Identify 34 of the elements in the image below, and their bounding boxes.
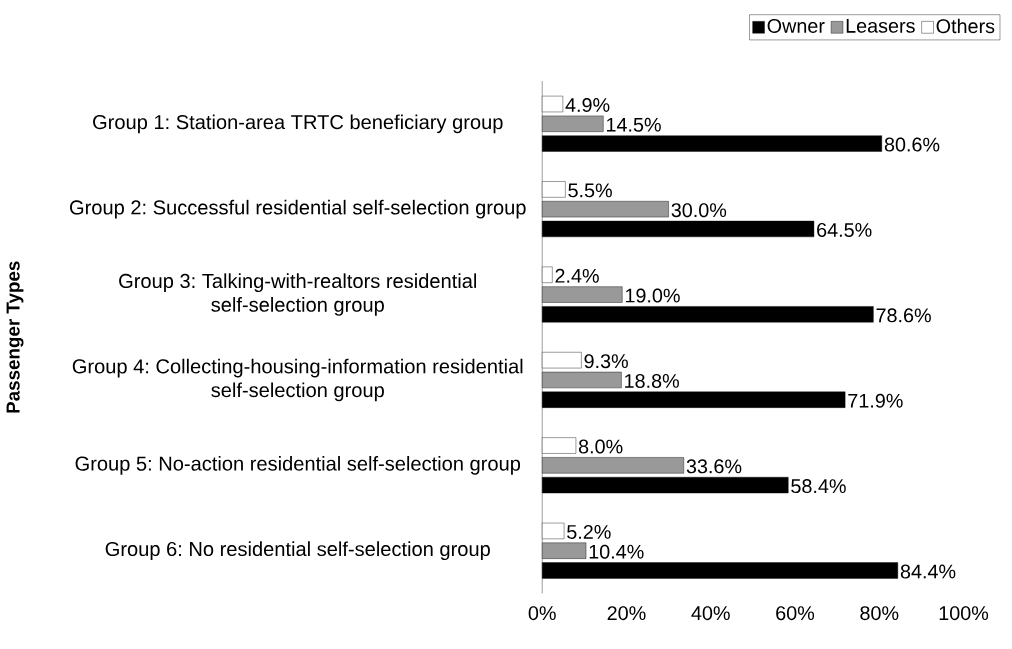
data-label: 14.5% [606,117,661,132]
data-label: 71.9% [848,393,903,408]
data-label: 58.4% [791,479,846,494]
y-axis-title: Passenger Types [6,261,24,413]
data-label: 2.4% [555,268,599,283]
data-label: 10.4% [589,544,644,559]
data-label: 18.8% [625,374,679,389]
x-tick-label: 40% [691,606,730,621]
data-label: 33.6% [686,459,742,474]
y-tick-label: Group 5: No-action residential self-selection group [75,456,521,475]
x-tick-label: 80% [860,606,899,621]
data-label: 19.0% [625,288,680,303]
data-label: 30.0% [671,203,727,218]
x-tick-label: 20% [607,606,646,621]
data-label: 80.6% [884,137,940,152]
data-label: 84.4% [900,564,956,579]
y-tick-label: Group 4: Collecting-housing-information residential self-selection group [72,358,523,402]
legend-label: Leasers [846,19,915,33]
legend-label: Owner [767,19,825,34]
x-tick-label: 100% [939,606,989,621]
x-tick-label: 0% [528,606,556,621]
x-tick-label: 60% [776,606,815,621]
y-tick-label: Group 6: No residential self-selection group [105,541,490,561]
data-label: 8.0% [578,439,623,454]
y-tick-label: Group 3: Talking-with-realtors residential self-selection group [119,273,477,316]
data-label: 5.5% [568,183,612,198]
data-label: 78.6% [876,308,931,323]
data-label: 64.5% [817,223,872,238]
data-label: 9.3% [584,354,628,369]
y-tick-label: Group 1: Station-area TRTC beneficiary group [93,114,503,134]
data-label: 5.2% [567,525,611,540]
data-label: 4.9% [565,98,610,113]
legend-label: Others [936,18,995,34]
y-tick-label: Group 2: Successful residential self-selection group [70,199,526,219]
